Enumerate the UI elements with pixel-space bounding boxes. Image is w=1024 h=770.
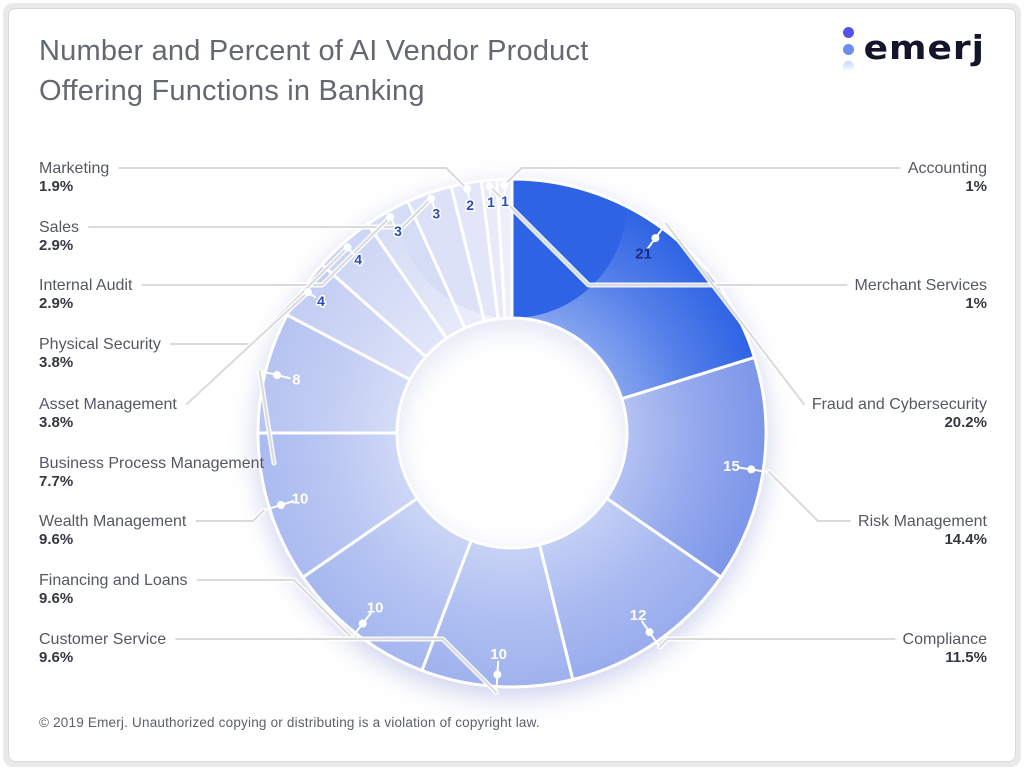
category-name: Marketing — [39, 160, 110, 177]
leader-line — [175, 638, 498, 694]
category-label: Compliance 11.5% — [903, 630, 987, 667]
slice-value: 8 — [292, 371, 300, 388]
category-label: Wealth Management 9.6% — [39, 512, 186, 549]
leader-line — [658, 638, 896, 648]
category-label: Financing and Loans 9.6% — [39, 571, 188, 608]
category-name: Internal Audit — [39, 277, 133, 294]
slice-dot — [386, 212, 395, 221]
slice-value: 10 — [490, 646, 507, 663]
leader-line — [185, 291, 309, 405]
category-percent: 9.6% — [39, 649, 74, 666]
category-name: Business Process Management — [39, 455, 264, 472]
copyright-text: © 2019 Emerj. Unauthorized copying or di… — [39, 715, 540, 730]
category-percent: 3.8% — [39, 414, 74, 431]
category-label: Risk Management 14.4% — [858, 512, 987, 549]
category-label: Asset Management 3.8% — [39, 395, 177, 432]
category-name: Sales — [39, 219, 80, 236]
category-percent: 14.4% — [944, 531, 987, 548]
slice-value: 1 — [501, 193, 509, 209]
leader-line — [258, 369, 275, 464]
slice-value: 4 — [354, 251, 362, 267]
slice-dot — [273, 371, 282, 380]
logo-dot-icon — [842, 27, 854, 38]
slice-value: 10 — [292, 491, 309, 508]
category-percent: 2.9% — [39, 237, 74, 254]
slice-value: 12 — [630, 607, 647, 624]
category-label: Accounting 1% — [908, 159, 987, 196]
logo-dot-icon — [842, 44, 854, 55]
category-percent: 1.9% — [39, 178, 74, 195]
slice-dot — [276, 500, 285, 509]
category-percent: 2.9% — [39, 295, 74, 312]
category-name: Risk Management — [858, 513, 987, 530]
slice-dot — [645, 628, 654, 637]
leader-line — [88, 197, 433, 228]
category-name: Accounting — [907, 160, 987, 177]
chart-card: Number and Percent of AI Vendor Product O… — [8, 8, 1016, 762]
category-percent: 7.7% — [39, 473, 74, 490]
category-name: Fraud and Cybersecurity — [811, 396, 987, 413]
category-label: Customer Service 9.6% — [39, 630, 166, 667]
category-percent: 3.8% — [39, 354, 74, 371]
category-name: Financing and Loans — [39, 572, 188, 589]
logo-dot-icon — [842, 61, 854, 72]
category-label: Business Process Management 7.7% — [39, 454, 264, 491]
leader-line — [488, 185, 848, 286]
page-title: Number and Percent of AI Vendor Product O… — [39, 31, 588, 111]
category-percent: 20.2% — [944, 414, 987, 431]
slice-dot — [303, 288, 312, 297]
slice-value: 4 — [317, 293, 325, 309]
slice-dot — [463, 185, 472, 194]
slice-dot — [493, 670, 502, 679]
slice-value: 3 — [432, 206, 440, 222]
category-label: Marketing 1.9% — [39, 159, 109, 196]
leader-line — [118, 167, 469, 191]
category-percent: 11.5% — [945, 649, 987, 666]
logo-dots-icon — [842, 25, 854, 72]
slice-dot — [500, 181, 509, 190]
leader-line — [665, 222, 805, 405]
category-label: Merchant Services 1% — [855, 276, 988, 313]
category-name: Compliance — [902, 631, 987, 648]
slice-dot — [747, 465, 756, 474]
leader-line — [141, 215, 392, 286]
slice-dot — [343, 243, 352, 252]
page-title-line1: Number and Percent of AI Vendor Product — [39, 35, 589, 67]
slice-value: 1 — [487, 194, 495, 210]
category-label: Internal Audit 2.9% — [39, 276, 132, 313]
leader-line-casing — [657, 636, 898, 650]
category-name: Merchant Services — [854, 277, 988, 294]
category-label: Sales 2.9% — [39, 218, 79, 255]
slice-value: 2 — [466, 197, 474, 213]
slice-value: 10 — [367, 599, 384, 616]
category-percent: 1% — [965, 295, 987, 312]
leader-line — [195, 509, 265, 522]
category-name: Customer Service — [39, 631, 167, 648]
leader-line — [768, 471, 852, 522]
category-percent: 9.6% — [39, 531, 74, 548]
slice-dot — [427, 194, 436, 203]
page-title-line2: Offering Functions in Banking — [39, 75, 425, 108]
category-name: Physical Security — [39, 336, 161, 353]
slice-dot — [485, 182, 494, 191]
category-percent: 1% — [965, 178, 987, 195]
category-label: Physical Security 3.8% — [39, 335, 161, 372]
category-label: Fraud and Cybersecurity 20.2% — [812, 395, 987, 432]
category-name: Asset Management — [39, 396, 177, 413]
slice-value: 21 — [635, 246, 652, 263]
category-percent: 9.6% — [39, 590, 74, 607]
donut-shading — [257, 87, 766, 687]
slice-dot — [358, 619, 367, 628]
leader-line — [503, 167, 901, 187]
leader-line — [196, 579, 353, 639]
category-name: Wealth Management — [39, 513, 187, 530]
emerj-logo: emerj — [842, 25, 985, 72]
logo-wordmark: emerj — [863, 29, 985, 67]
slice-value: 15 — [723, 458, 740, 475]
slice-value: 3 — [394, 223, 402, 239]
slice-dot — [651, 234, 660, 243]
